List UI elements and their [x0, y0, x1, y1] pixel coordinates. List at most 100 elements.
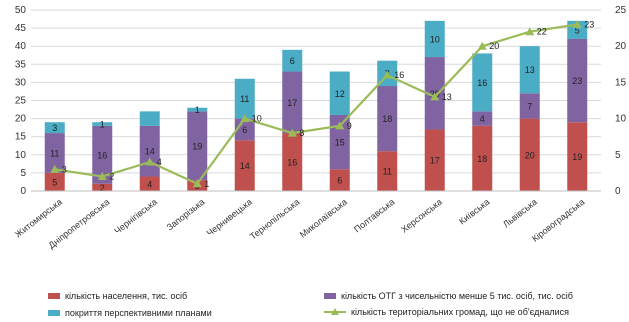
bar-segment [329, 71, 350, 115]
y-tick-label: 5 [20, 168, 26, 179]
line-data-label: 2 [109, 172, 114, 182]
line-marker [525, 27, 535, 36]
y-tick-label: 35 [15, 59, 27, 70]
bar-data-label: 19 [192, 141, 202, 151]
bar-segment [377, 151, 398, 191]
bar-segment [234, 140, 255, 191]
line-data-label: 23 [584, 19, 594, 29]
bar-segment [472, 125, 493, 191]
bar-segment [234, 78, 255, 119]
bar-data-label: 14 [240, 161, 250, 171]
bar-data-label: 1 [100, 120, 105, 130]
bar-segment [139, 176, 160, 191]
line-marker [287, 128, 297, 137]
bar-data-label: 7 [527, 101, 532, 111]
y-tick-label: 50 [15, 5, 27, 16]
bar-data-label: 16 [477, 78, 487, 88]
line-path [54, 23, 578, 186]
bar-segment [377, 86, 398, 152]
y-tick-label: 10 [15, 150, 27, 161]
bar-segment [92, 125, 113, 184]
y-axis-left: 0 5 10 15 20 25 30 35 40 45 50 [15, 5, 27, 197]
bar-data-label: 14 [145, 147, 155, 157]
x-tick-label: Чернігівська [112, 197, 159, 236]
x-tick-label: Миколаївська [298, 197, 349, 240]
x-tick-label: Тернопільська [248, 197, 302, 242]
line-marker [430, 92, 440, 101]
x-tick-label: Кіровоградська [530, 197, 586, 244]
line-marker [240, 114, 250, 123]
line-marker [335, 121, 345, 130]
y2-tick-label: 5 [615, 150, 621, 161]
bar-segment [472, 53, 493, 112]
bar-data-label: 11 [50, 148, 59, 158]
bar-data-label: 16 [287, 158, 297, 168]
bar-data-label: 6 [337, 176, 342, 186]
y-tick-label: 45 [15, 23, 27, 34]
bar-segment [282, 71, 303, 134]
y-axis-right: 0 5 10 15 20 25 [615, 5, 627, 197]
y-tick-label: 25 [15, 96, 27, 107]
bar-segment [282, 133, 303, 191]
bar-segment [44, 172, 65, 191]
bar-data-label: 6 [242, 125, 247, 135]
bar-data-label: 11 [383, 167, 392, 177]
line-data-label: 20 [489, 41, 499, 51]
bar-data-label: 20 [525, 150, 535, 160]
bar-segment [92, 122, 113, 126]
bar-segment [187, 107, 208, 112]
bar-segment [519, 118, 540, 191]
bar-data-label: 2 [100, 183, 105, 193]
y-tick-label: 15 [15, 132, 27, 143]
bar-segment [519, 46, 540, 94]
gridlines [31, 9, 601, 192]
line-data-label: 16 [394, 70, 404, 80]
y-tick-label: 40 [15, 41, 27, 52]
y2-tick-label: 25 [615, 5, 627, 16]
bar-segment [472, 111, 493, 126]
y2-tick-label: 20 [615, 41, 627, 52]
bar-segment [567, 38, 588, 123]
bar-data-label: 4 [480, 114, 485, 124]
bar-data-label: 13 [525, 65, 535, 75]
bar-segment [424, 129, 445, 191]
line-data-label: 3 [62, 164, 67, 174]
y-tick-label: 20 [15, 114, 27, 125]
bar-data-label: 15 [335, 138, 345, 148]
bar-data-label: 10 [430, 34, 440, 44]
bar-data-label: 18 [477, 154, 487, 164]
line-marker [192, 179, 202, 188]
bar-data-label: 6 [290, 56, 295, 66]
bar-segment [187, 111, 208, 181]
bar-data-label: 17 [430, 156, 440, 166]
bar-segment [567, 122, 588, 191]
x-tick-label: Київська [457, 197, 491, 227]
bar-segment [92, 183, 113, 191]
line-marker [477, 41, 487, 50]
bar-segment [424, 20, 445, 58]
line-data-label: 9 [347, 121, 352, 131]
bar-data-label: 12 [335, 89, 345, 99]
bar-segment [329, 114, 350, 170]
line-data-label: 13 [442, 92, 452, 102]
bar-segment [329, 169, 350, 191]
bar-data-label: 23 [572, 76, 582, 86]
y2-tick-label: 0 [615, 186, 621, 197]
bar-segment [282, 49, 303, 72]
x-tick-label: Львівська [501, 197, 539, 230]
bar-data-label: 3 [52, 123, 57, 133]
line-data-label: 22 [537, 27, 547, 37]
y-tick-label: 0 [20, 186, 26, 197]
y2-tick-label: 15 [615, 77, 627, 88]
bar-data-label: 16 [97, 150, 107, 160]
y-tick-label: 30 [15, 77, 27, 88]
line-marker [572, 19, 582, 28]
line-marker [50, 164, 60, 173]
bar-data-label: 17 [287, 98, 297, 108]
bar-data-label: 5 [575, 25, 580, 35]
x-tick-label: Житомирська [13, 197, 64, 240]
line-marker [382, 70, 392, 79]
